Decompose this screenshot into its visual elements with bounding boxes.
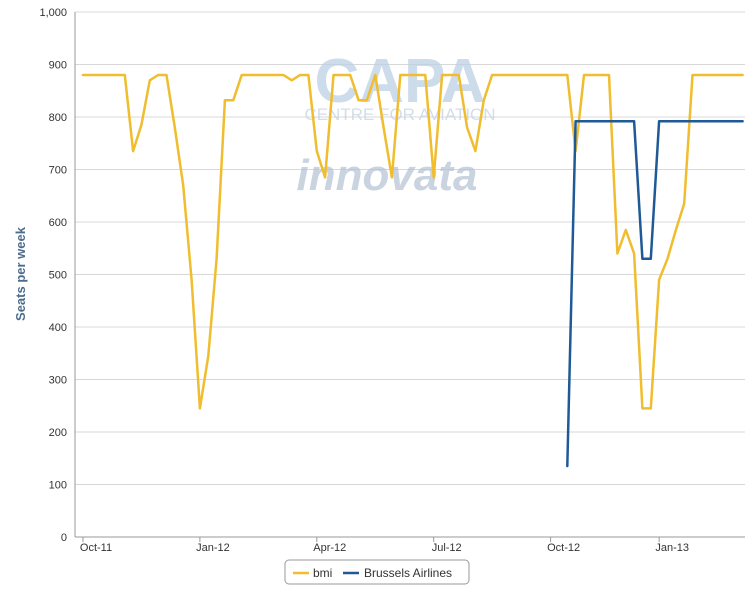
legend-box (284, 559, 470, 585)
x-axis-tick-labels: Oct-11 Jan-12 Apr-12 Jul-12 Oct-12 Jan-13 (80, 542, 689, 554)
y-tick-label: 0 (61, 532, 67, 544)
x-tick-label: Jan-13 (655, 542, 689, 554)
axes (74, 12, 745, 542)
y-tick-label: 500 (49, 270, 67, 282)
x-tick-label: Jan-12 (196, 542, 230, 554)
y-tick-label: 400 (49, 322, 67, 334)
legend-label-brussels-airlines[interactable]: Brussels Airlines (364, 566, 452, 580)
y-axis-title: Seats per week (13, 226, 28, 321)
y-tick-label: 700 (49, 165, 67, 177)
y-axis-tick-labels: 0 100 200 300 400 500 600 700 800 900 1,000 (39, 7, 67, 544)
x-tick-label: Apr-12 (313, 542, 346, 554)
legend-label-bmi[interactable]: bmi (313, 566, 332, 580)
y-tick-label: 800 (49, 112, 67, 124)
y-tick-label: 100 (49, 480, 67, 492)
x-tick-label: Jul-12 (432, 542, 462, 554)
legend[interactable]: bmi Brussels Airlines (284, 559, 470, 585)
y-tick-label: 200 (49, 427, 67, 439)
y-tick-label: 600 (49, 217, 67, 229)
x-tick-label: Oct-11 (80, 542, 112, 554)
y-tick-label: 1,000 (39, 7, 67, 19)
x-tick-label: Oct-12 (547, 542, 580, 554)
series-lines (81, 73, 744, 468)
series-line-bmi[interactable] (81, 73, 744, 410)
series-brussels-airlines (566, 119, 744, 468)
series-bmi (81, 73, 744, 410)
watermark-brand-subtitle: CENTRE FOR AVIATION (304, 105, 495, 124)
y-tick-label: 900 (49, 60, 67, 72)
y-tick-label: 300 (49, 375, 67, 387)
series-line-brussels-airlines[interactable] (566, 119, 744, 468)
